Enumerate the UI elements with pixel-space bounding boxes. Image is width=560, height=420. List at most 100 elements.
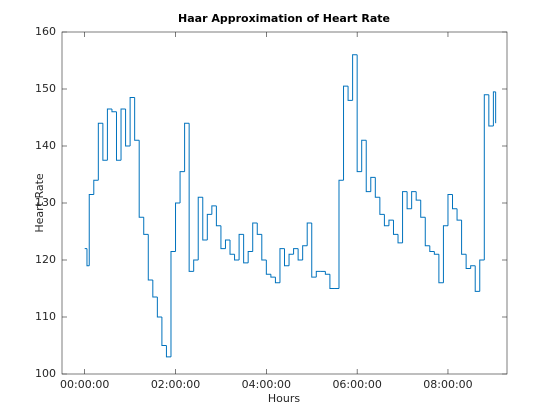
step: [279, 248, 285, 283]
y-tick-label: 150: [35, 82, 56, 95]
step: [420, 200, 426, 218]
step: [147, 234, 153, 281]
step: [488, 94, 494, 127]
step: [297, 248, 303, 261]
step: [315, 270, 321, 278]
step: [383, 214, 389, 227]
step: [293, 248, 299, 255]
y-tick-label: 140: [35, 139, 56, 152]
step: [438, 254, 444, 284]
x-tick-label: 08:00:00: [423, 378, 472, 391]
step: [211, 205, 217, 215]
step: [461, 220, 467, 255]
step: [156, 297, 162, 318]
step: [456, 208, 462, 221]
step: [288, 253, 294, 266]
step: [179, 171, 185, 203]
y-tick-label: 130: [35, 196, 56, 209]
step: [338, 179, 344, 289]
step: [193, 259, 199, 272]
step: [106, 108, 112, 161]
step: [329, 274, 335, 289]
step: [415, 191, 421, 201]
step: [361, 139, 367, 172]
step: [138, 140, 144, 218]
step: [433, 251, 439, 255]
step: [120, 108, 126, 161]
y-tick-label: 120: [35, 253, 56, 266]
chart-title: Haar Approximation of Heart Rate: [178, 12, 390, 25]
step: [470, 265, 476, 269]
step: [170, 250, 176, 357]
step: [465, 254, 471, 270]
step: [165, 345, 171, 358]
step: [143, 217, 149, 235]
step: [243, 234, 249, 264]
step: [256, 222, 262, 235]
step: [302, 245, 308, 260]
step: [93, 179, 99, 195]
x-axis-label: Hours: [268, 392, 300, 405]
step: [206, 213, 212, 241]
step: [311, 222, 317, 278]
y-tick-label: 160: [35, 25, 56, 38]
x-tick-label: 06:00:00: [332, 378, 381, 391]
step: [111, 108, 117, 113]
step: [402, 191, 408, 243]
step: [274, 277, 280, 284]
step: [252, 222, 258, 252]
plot-area: [61, 31, 508, 375]
step: [261, 234, 267, 261]
step: [343, 85, 349, 181]
step: [125, 108, 131, 147]
step: [202, 197, 208, 241]
step: [392, 220, 399, 235]
step: [347, 86, 353, 101]
step: [492, 91, 496, 127]
step: [152, 279, 158, 298]
y-tick-label: 100: [35, 367, 56, 380]
step: [265, 260, 271, 275]
step: [324, 271, 330, 275]
x-tick-label: 02:00:00: [151, 378, 200, 391]
step: [284, 248, 290, 267]
step: [429, 245, 435, 252]
x-tick-label: 00:00:00: [60, 378, 109, 391]
step: [447, 193, 453, 226]
step: [452, 194, 458, 210]
step: [234, 254, 240, 261]
step: [197, 196, 203, 260]
step: [397, 234, 403, 244]
step: [134, 97, 140, 141]
step: [370, 176, 376, 192]
step: [97, 122, 103, 181]
x-tick-label: 04:00:00: [242, 378, 291, 391]
step: [129, 97, 135, 146]
step: [115, 111, 122, 161]
step: [224, 239, 231, 249]
step: [86, 248, 90, 267]
step: [175, 202, 181, 252]
step: [229, 240, 235, 255]
step: [220, 225, 226, 250]
step: [306, 222, 312, 246]
step: [270, 274, 276, 278]
step: [479, 259, 485, 292]
step: [188, 123, 194, 272]
step: [374, 177, 380, 198]
step: [388, 219, 394, 226]
step: [411, 191, 417, 209]
step: [215, 205, 221, 227]
step: [161, 317, 167, 346]
step: [238, 233, 244, 260]
step: [406, 191, 412, 210]
step: [365, 140, 371, 193]
step: [483, 94, 489, 260]
y-axis-label: Heart Rate: [33, 173, 46, 233]
step: [352, 54, 358, 101]
step: [88, 193, 94, 266]
step: [184, 122, 190, 172]
step: [442, 225, 448, 283]
